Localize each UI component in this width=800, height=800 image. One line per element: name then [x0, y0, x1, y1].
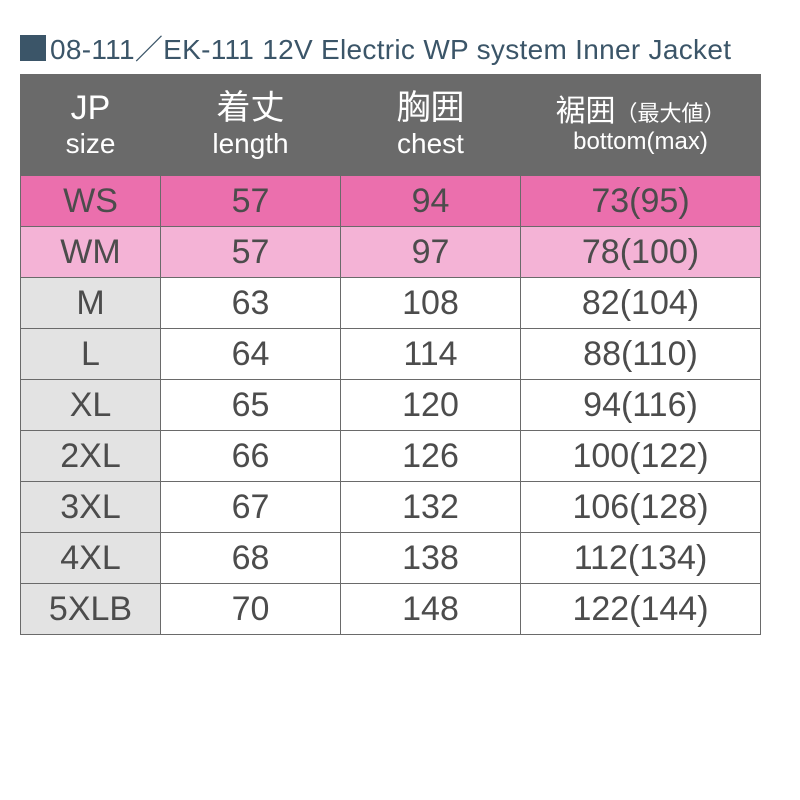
cell-bottom: 73(95) [521, 176, 761, 227]
cell-size: 3XL [21, 482, 161, 533]
col-header-top: 裾囲 [555, 95, 615, 128]
col-header-length: 着丈 length [161, 75, 341, 176]
table-row: 2XL66126100(122) [21, 431, 761, 482]
cell-size: M [21, 278, 161, 329]
cell-size: WM [21, 227, 161, 278]
col-header-bottom-max: 裾囲（最大値） bottom(max) [521, 75, 761, 176]
table-row: WS579473(95) [21, 176, 761, 227]
cell-chest: 148 [341, 584, 521, 635]
table-body: WS579473(95)WM579778(100)M6310882(104)L6… [21, 176, 761, 635]
cell-chest: 94 [341, 176, 521, 227]
table-row: WM579778(100) [21, 227, 761, 278]
col-header-size: JP size [21, 75, 161, 176]
table-row: M6310882(104) [21, 278, 761, 329]
cell-size: 2XL [21, 431, 161, 482]
col-header-bottom: chest [341, 129, 520, 158]
col-header-top-annot: （最大値） [615, 101, 725, 126]
table-row: L6411488(110) [21, 329, 761, 380]
table-row: 5XLB70148122(144) [21, 584, 761, 635]
cell-chest: 138 [341, 533, 521, 584]
cell-chest: 132 [341, 482, 521, 533]
cell-length: 66 [161, 431, 341, 482]
cell-chest: 120 [341, 380, 521, 431]
col-header-top: JP [21, 91, 160, 127]
cell-chest: 126 [341, 431, 521, 482]
col-header-top: 胸囲 [341, 91, 520, 127]
page-title: 08-111／EK-111 12V Electric WP system Inn… [50, 28, 731, 68]
col-header-bottom: bottom(max) [521, 129, 760, 154]
cell-length: 67 [161, 482, 341, 533]
col-header-bottom: length [161, 129, 340, 158]
cell-size: 5XLB [21, 584, 161, 635]
cell-size: 4XL [21, 533, 161, 584]
cell-chest: 108 [341, 278, 521, 329]
cell-length: 65 [161, 380, 341, 431]
cell-bottom: 94(116) [521, 380, 761, 431]
title-row: 08-111／EK-111 12V Electric WP system Inn… [20, 28, 780, 68]
cell-length: 57 [161, 227, 341, 278]
cell-chest: 97 [341, 227, 521, 278]
cell-size: XL [21, 380, 161, 431]
cell-length: 70 [161, 584, 341, 635]
cell-bottom: 106(128) [521, 482, 761, 533]
cell-bottom: 78(100) [521, 227, 761, 278]
cell-bottom: 88(110) [521, 329, 761, 380]
cell-chest: 114 [341, 329, 521, 380]
cell-bottom: 112(134) [521, 533, 761, 584]
cell-bottom: 82(104) [521, 278, 761, 329]
cell-bottom: 100(122) [521, 431, 761, 482]
table-row: XL6512094(116) [21, 380, 761, 431]
cell-size: L [21, 329, 161, 380]
cell-length: 57 [161, 176, 341, 227]
cell-length: 64 [161, 329, 341, 380]
table-header: JP size 着丈 length 胸囲 chest 裾囲（最大値） botto… [21, 75, 761, 176]
title-bullet-icon [20, 35, 46, 61]
cell-bottom: 122(144) [521, 584, 761, 635]
col-header-bottom: size [21, 129, 160, 158]
table-row: 4XL68138112(134) [21, 533, 761, 584]
col-header-top: 着丈 [161, 91, 340, 127]
cell-size: WS [21, 176, 161, 227]
page-root: 08-111／EK-111 12V Electric WP system Inn… [0, 0, 800, 635]
table-row: 3XL67132106(128) [21, 482, 761, 533]
size-chart-table: JP size 着丈 length 胸囲 chest 裾囲（最大値） botto… [20, 74, 761, 635]
cell-length: 68 [161, 533, 341, 584]
col-header-chest: 胸囲 chest [341, 75, 521, 176]
col-header-top-wrap: 裾囲（最大値） [521, 96, 760, 128]
cell-length: 63 [161, 278, 341, 329]
